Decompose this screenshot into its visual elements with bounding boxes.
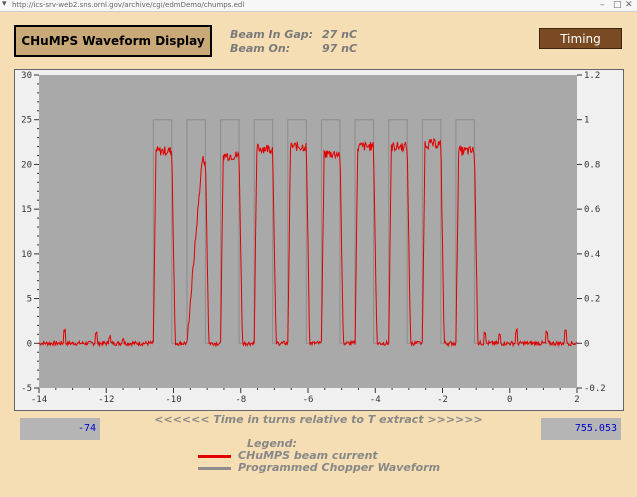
x-axis-label: <<<<<< Time in turns relative to T extra… <box>154 413 483 426</box>
beam-on-value: 97 nC <box>322 42 358 55</box>
y-left-tick-label: 5 <box>27 295 32 305</box>
legend-label: CHuMPS beam current <box>238 449 378 462</box>
maximize-icon[interactable]: □ <box>613 0 622 10</box>
y-left-tick-label: 0 <box>27 339 32 349</box>
x-tick-label: -2 <box>437 395 448 405</box>
legend-label: Programmed Chopper Waveform <box>238 461 441 474</box>
x-tick-label: -6 <box>303 395 314 405</box>
y-right-tick-label: 0.2 <box>584 295 600 305</box>
beam-in-gap-label: Beam In Gap: <box>230 28 314 41</box>
y-left-tick-label: 30 <box>21 71 32 81</box>
waveform-plot-frame: 30 25 20 15 10 5 0 -5 1.2 1 0.8 0.6 0.4 0.2 0 -0.2 -14 -1… <box>14 69 624 411</box>
chopper-waveform-line <box>39 119 577 344</box>
y-right-tick-label: 1.2 <box>584 71 600 81</box>
beam-current-line <box>38 138 578 348</box>
x-tick-label: 2 <box>574 395 579 405</box>
minimize-icon[interactable]: – <box>600 0 605 10</box>
y-left-tick-label: 20 <box>21 160 32 170</box>
close-icon[interactable]: ✕ <box>625 0 633 10</box>
x-tick-label: -4 <box>370 395 381 405</box>
y-right-tick-label: 1 <box>584 116 589 126</box>
y-left-tick-label: -5 <box>21 384 32 394</box>
y-left-tick-label: 25 <box>21 116 32 126</box>
x-tick-label: -10 <box>165 395 181 405</box>
display-title-box: CHuMPS Waveform Display <box>14 25 212 57</box>
x-tick-label: -14 <box>31 395 47 405</box>
y-right-tick-label: 0.8 <box>584 160 600 170</box>
display-title: CHuMPS Waveform Display <box>21 34 205 48</box>
window-url: http://ics-srv-web2.sns.ornl.gov/archive… <box>12 1 245 9</box>
x-tick-label: -12 <box>98 395 114 405</box>
beam-in-gap-value: 27 nC <box>322 28 358 41</box>
x-tick-label: -8 <box>235 395 246 405</box>
beam-on-label: Beam On: <box>230 42 291 55</box>
legend-swatch-red <box>198 455 231 458</box>
browser-titlebar: ▾ http://ics-srv-web2.sns.ornl.gov/archi… <box>0 0 637 12</box>
y-left-tick-label: 15 <box>21 205 32 215</box>
y-right-tick-label: -0.2 <box>584 384 606 394</box>
y-right-tick-label: 0 <box>584 339 589 349</box>
y-right-tick-label: 0.4 <box>584 250 600 260</box>
legend-title: Legend: <box>247 437 297 450</box>
window-menu-icon[interactable]: ▾ <box>2 0 7 9</box>
timing-button[interactable]: Timing <box>539 28 622 49</box>
x-tick-label: 0 <box>507 395 512 405</box>
legend-swatch-gray <box>198 467 231 470</box>
left-readout: -74 <box>20 418 100 440</box>
edm-display: CHuMPS Waveform Display Beam In Gap: 27 … <box>0 12 637 497</box>
y-left-tick-label: 10 <box>21 250 32 260</box>
y-right-tick-label: 0.6 <box>584 205 600 215</box>
right-readout: 755.053 <box>541 418 621 440</box>
